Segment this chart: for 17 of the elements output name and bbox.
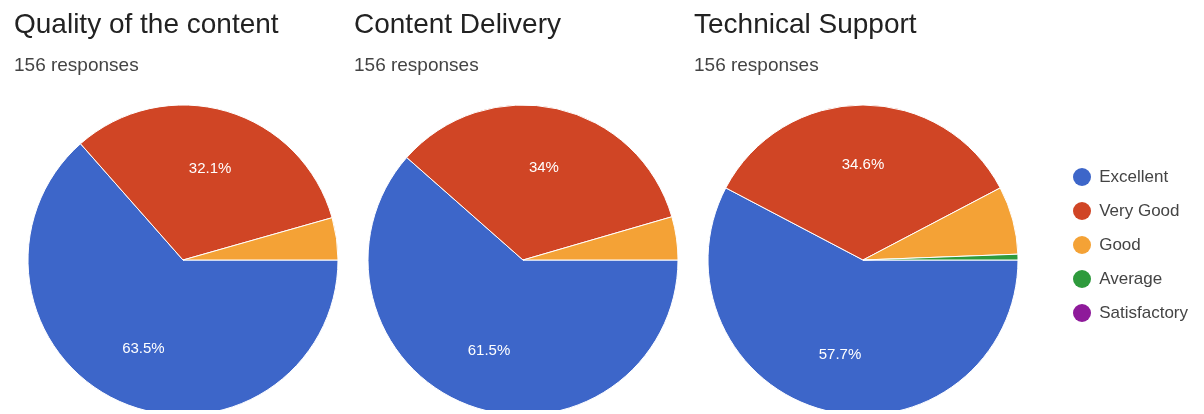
data-label: 34.6% <box>841 155 885 173</box>
data-label: 34% <box>528 157 559 175</box>
chart-subtitle: 156 responses <box>354 54 480 77</box>
data-label: 57.7% <box>818 344 862 362</box>
chart-title: Content Delivery <box>354 8 562 41</box>
data-label: 61.5% <box>467 341 511 359</box>
data-label: 63.5% <box>122 339 165 357</box>
legend-label: Good <box>1099 235 1141 255</box>
chart-title: Technical Support <box>694 8 918 41</box>
legend-label: Very Good <box>1099 201 1180 221</box>
legend-label: Excellent <box>1099 167 1169 187</box>
data-label: 32.1% <box>188 159 232 177</box>
chart-subtitle: 156 responses <box>14 54 140 77</box>
legend-label: Satisfactory <box>1099 303 1188 323</box>
legend-label: Average <box>1099 269 1163 289</box>
chart-title: Quality of the content <box>14 8 280 41</box>
chart-subtitle: 156 responses <box>694 54 820 77</box>
